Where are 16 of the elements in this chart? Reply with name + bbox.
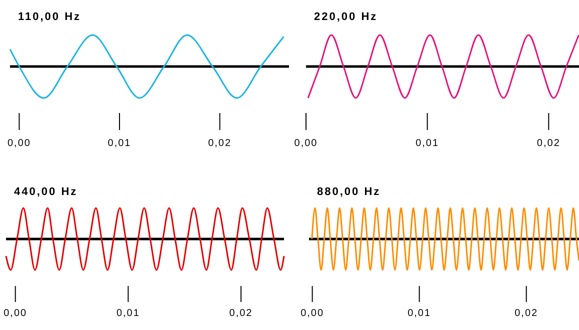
x-tick-label: 0,01 xyxy=(408,308,432,319)
x-tick-label: 0,02 xyxy=(229,308,253,319)
x-tick-label: 0,00 xyxy=(294,138,318,149)
chart-title: 220,00 Hz xyxy=(314,11,378,23)
x-tick-label: 0,02 xyxy=(536,138,560,149)
x-tick-label: 0,01 xyxy=(116,308,140,319)
chart-title: 440,00 Hz xyxy=(14,186,78,198)
x-tick-label: 0,00 xyxy=(4,308,28,319)
x-tick-label: 0,02 xyxy=(208,138,232,149)
x-tick-label: 0,01 xyxy=(108,138,132,149)
chart-title: 880,00 Hz xyxy=(317,186,381,198)
chart-title: 110,00 Hz xyxy=(18,11,82,23)
x-tick-label: 0,02 xyxy=(514,308,538,319)
x-tick-label: 0,00 xyxy=(300,308,324,319)
x-tick-label: 0,00 xyxy=(7,138,31,149)
x-tick-label: 0,01 xyxy=(416,138,440,149)
